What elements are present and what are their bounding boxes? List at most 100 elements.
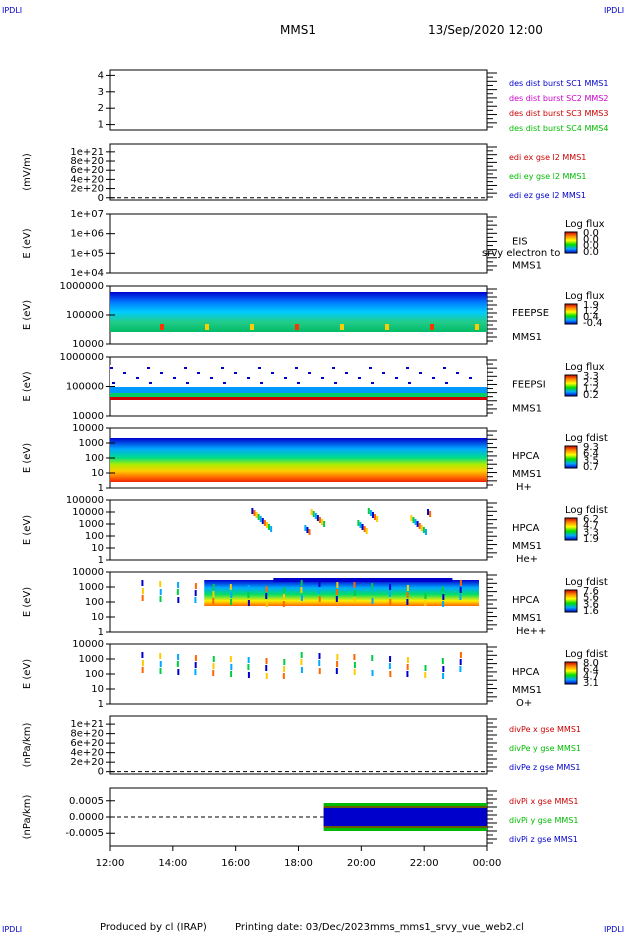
- x-tick-label: 12:00: [96, 858, 125, 869]
- y-tick-label: 10: [91, 684, 104, 695]
- colorbar-tick-label: 4.7: [583, 671, 599, 682]
- scatter-cell: [230, 592, 233, 598]
- panel-frame-hpca_o: [109, 643, 488, 705]
- scatter-cell: [335, 596, 338, 602]
- scatter-cell: [418, 523, 421, 529]
- legend-entry: divPe x gse MMS1: [509, 725, 581, 734]
- y-axis-label: E (eV): [22, 228, 33, 258]
- colorbar: [564, 303, 578, 325]
- scatter-cell: [263, 520, 266, 526]
- scatter-cell: [147, 367, 150, 369]
- y-tick-label: 100000: [66, 495, 104, 506]
- axes: 123402e+204e+206e+208e+201e+21(mV/m)1e+0…: [22, 70, 501, 869]
- scatter-cell: [308, 372, 311, 374]
- scatter-cell: [159, 653, 162, 659]
- y-tick-label: 1: [98, 483, 104, 494]
- y-tick-label: 1e+04: [70, 268, 104, 279]
- scatter-cell: [318, 581, 321, 587]
- scatter-cell: [336, 589, 339, 595]
- scatter-cell: [258, 367, 261, 369]
- colorbar-tick-label: -0.4: [583, 318, 603, 329]
- scatter-cell: [194, 583, 197, 589]
- scatter-cell: [441, 586, 444, 592]
- spectrogram-band: [110, 397, 487, 400]
- scatter-cell: [284, 377, 287, 379]
- plot-datetime: 13/Sep/2020 12:00: [428, 23, 543, 37]
- instrument-label: EIS: [512, 237, 528, 248]
- scatter-cell: [247, 672, 250, 678]
- scatter-cell: [382, 372, 385, 374]
- species-label: H+: [516, 482, 532, 493]
- hot-spot: [250, 324, 254, 330]
- y-tick-label: 8e+20: [70, 156, 104, 167]
- scatter-cell: [389, 671, 392, 677]
- scatter-cell: [321, 377, 324, 379]
- scatter-cell: [212, 591, 215, 597]
- spectrogram-band: [110, 393, 487, 397]
- scatter-cell: [247, 592, 250, 598]
- scatter-cell: [406, 657, 409, 663]
- colorbar-title: Log flux: [565, 362, 605, 373]
- scatter-cell: [357, 520, 360, 526]
- scatter-cell: [261, 518, 264, 524]
- instrument-label: HPCA: [512, 595, 540, 606]
- scatter-cell: [416, 521, 419, 527]
- scatter-cell: [318, 588, 321, 594]
- x-tick-label: 16:00: [221, 858, 250, 869]
- scatter-cell: [184, 367, 187, 369]
- y-tick-label: 6e+20: [70, 738, 104, 749]
- scatter-cell: [353, 669, 356, 675]
- y-tick-label: 1: [98, 699, 104, 710]
- scatter-cell: [149, 382, 152, 384]
- colorbar: [564, 517, 578, 541]
- y-axis-label: E (eV): [22, 587, 33, 617]
- legend-entry: des dist burst SC4 MMS4: [509, 124, 608, 133]
- scatter-cell: [229, 656, 232, 662]
- y-tick-label: 4: [98, 70, 104, 81]
- y-axis-label: E (eV): [22, 659, 33, 689]
- y-tick-label: 2e+20: [70, 757, 104, 768]
- scatter-cell: [445, 382, 448, 384]
- scatter-cell: [371, 655, 374, 661]
- colorbar-tick-label: 1.2: [583, 384, 599, 395]
- line-marks: [110, 197, 487, 831]
- scatter-cell: [304, 525, 307, 531]
- y-axis-label: E (eV): [22, 300, 33, 330]
- scatter-cell: [334, 382, 337, 384]
- scatter-cell: [410, 515, 413, 521]
- scatter-cell: [374, 514, 377, 520]
- scatter-cell: [186, 382, 189, 384]
- legend-entry: des dist burst SC1 MMS1: [509, 79, 608, 88]
- scatter-cell: [424, 672, 427, 678]
- scatter-cell: [318, 653, 321, 659]
- y-tick-label: 100: [85, 669, 104, 680]
- y-axis-label: E (eV): [22, 371, 33, 401]
- scatter-cell: [300, 652, 303, 658]
- scatter-cell: [308, 529, 311, 535]
- scatter-cell: [318, 596, 321, 602]
- y-tick-label: 1e+06: [70, 229, 104, 240]
- scatter-cell: [371, 382, 374, 384]
- spacecraft-label: MMS1: [512, 541, 542, 552]
- y-tick-label: 2e+20: [70, 184, 104, 195]
- panel-frame-eis: [109, 213, 488, 274]
- scatter-cell: [459, 659, 462, 665]
- legend-entry: edi ex gse l2 MMS1: [509, 153, 586, 162]
- corner-label-top-left: IPDLI: [2, 6, 22, 15]
- y-tick-label: 1000000: [59, 352, 104, 363]
- colorbar-tick-label: 2.3: [583, 377, 599, 388]
- scatter-cell: [141, 588, 144, 594]
- scatter-cell: [194, 590, 197, 596]
- y-tick-label: 1000000: [59, 281, 104, 292]
- colorbar-title: Log flux: [565, 219, 605, 230]
- colorbar-tick-label: 3.5: [583, 455, 599, 466]
- y-tick-label: 0: [98, 767, 104, 778]
- y-tick-label: 1e+21: [70, 147, 104, 158]
- scatter-cell: [194, 655, 197, 661]
- scatter-cell: [353, 662, 356, 668]
- colorbar-tick-label: 1.9: [583, 534, 599, 545]
- legend-entry: divPe y gse MMS1: [509, 744, 581, 753]
- spectrogram-fills: [110, 292, 487, 679]
- scatter-cell: [159, 581, 162, 587]
- y-tick-label: 1000: [79, 438, 104, 449]
